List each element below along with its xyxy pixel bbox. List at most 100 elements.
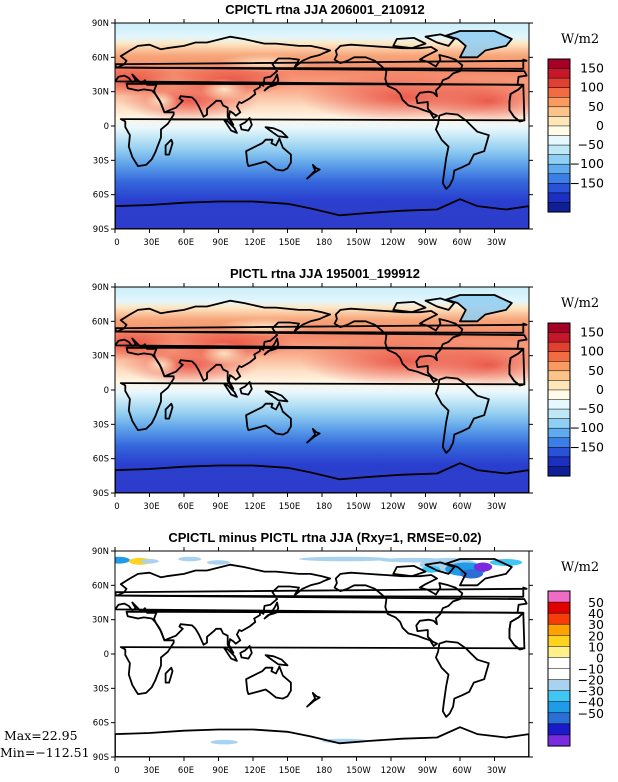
coastline-namerica: [333, 307, 464, 383]
coastline-arctic1: [392, 37, 427, 50]
coastline-madagascar: [164, 402, 174, 420]
plateau-highlight: [144, 355, 178, 374]
difference-patch: [207, 560, 230, 565]
units-label: W/m2: [561, 32, 599, 47]
lon-tick-label: 150W: [346, 502, 371, 512]
coastline-arctic1: [392, 301, 427, 314]
colorbar-label: −50: [578, 401, 604, 416]
map-title: CPICTL rtna JJA 206001_210912: [225, 2, 424, 17]
map-panel-3: CPICTL minus PICTL rtna JJA (Rxy=1, RMSE…: [0, 530, 604, 776]
coastline-africa: [119, 82, 526, 167]
colorbar-swatch: [547, 332, 571, 343]
colorbar-swatch: [547, 135, 571, 146]
lat-tick-label: 0: [104, 650, 109, 660]
map-panel-2: PICTL rtna JJA 195001_199912 90N 60N 30N 0 30…: [92, 266, 604, 512]
lon-tick-label: 30E: [143, 766, 159, 776]
colorbar-swatch: [547, 58, 571, 70]
colorbar-label: 20: [588, 628, 604, 643]
colorbar-label: 10: [588, 639, 604, 654]
coastline-newzealand: [306, 428, 321, 444]
colorbar-swatch: [547, 106, 571, 117]
lon-tick-label: 150E: [279, 238, 301, 248]
lon-tick-label: 90E: [212, 766, 228, 776]
colorbar-swatch: [547, 341, 571, 353]
lon-tick-label: 180: [316, 238, 332, 248]
map-title: PICTL rtna JJA 195001_199912: [230, 266, 420, 281]
lat-tick-label: 90N: [92, 547, 109, 557]
colorbar-label: −10: [578, 662, 604, 677]
colorbar-swatch: [547, 701, 571, 714]
lon-tick-label: 60E: [178, 766, 194, 776]
colorbar-label: 150: [580, 325, 604, 340]
lon-tick-label: 0: [114, 766, 119, 776]
lon-tick-label: 60E: [178, 502, 194, 512]
colorbar-swatch: [547, 646, 571, 658]
lon-tick-label: 30W: [487, 502, 507, 512]
colorbar-label: −150: [570, 439, 604, 454]
difference-patch: [422, 565, 441, 573]
coastline-newguinea: [264, 390, 289, 403]
coastline-borneo: [239, 117, 253, 132]
coastline-samerica: [435, 376, 490, 454]
coastline-australia: [245, 665, 292, 700]
lon-tick-label: 0: [114, 238, 119, 248]
colorbar-swatch: [547, 173, 571, 184]
coastline-namerica: [333, 571, 464, 647]
coastline-arctic1: [392, 565, 427, 578]
coastline-samerica: [435, 640, 490, 718]
coastline-borneo: [239, 381, 253, 396]
lon-tick-label: 60W: [452, 502, 472, 512]
coastline-australia: [245, 401, 292, 436]
lon-tick-label: 60E: [178, 238, 194, 248]
lon-tick-label: 120W: [381, 766, 406, 776]
lat-tick-label: 30S: [93, 156, 109, 166]
coastline-africa: [119, 610, 526, 695]
colorbar-label: 100: [580, 80, 604, 95]
coastline-madagascar: [164, 666, 174, 684]
coastline-samerica: [435, 112, 490, 190]
units-label: W/m2: [561, 560, 599, 575]
colorbar-swatch: [547, 163, 571, 175]
map-title: CPICTL minus PICTL rtna JJA (Rxy=1, RMSE…: [168, 530, 481, 545]
colorbar-swatch: [547, 690, 571, 703]
colorbar-label: 50: [588, 595, 604, 610]
coastline-sumatra: [223, 383, 238, 398]
antarctic-fill: [115, 208, 529, 229]
colorbar-swatch: [547, 183, 571, 194]
lon-tick-label: 60W: [452, 766, 472, 776]
coastline-newzealand: [306, 164, 321, 180]
colorbar-label: −40: [578, 695, 604, 710]
colorbar-label: 50: [588, 99, 604, 114]
antarctic-fill: [115, 472, 529, 493]
coastline-namerica: [333, 43, 464, 119]
colorbar-label: 150: [580, 61, 604, 76]
lon-tick-label: 90W: [418, 502, 438, 512]
coastline-antarctica: [115, 198, 529, 229]
plateau-highlight: [144, 91, 178, 110]
lon-tick-label: 150W: [346, 238, 371, 248]
colorbar-swatch: [547, 427, 571, 439]
difference-patch: [460, 569, 483, 579]
colorbar-frame: [547, 590, 571, 747]
difference-patch: [473, 562, 493, 572]
colorbar-swatch: [547, 87, 571, 98]
lat-tick-label: 90N: [92, 283, 109, 293]
coastline-antarctica: [115, 462, 529, 493]
coastline-eurasia: [115, 35, 528, 126]
colorbar-label: −100: [570, 156, 604, 171]
lon-tick-label: 30W: [487, 766, 507, 776]
lon-tick-label: 120W: [381, 238, 406, 248]
lon-tick-label: 30E: [143, 238, 159, 248]
colorbar-label: 0: [596, 382, 604, 397]
lon-tick-label: 120E: [244, 766, 266, 776]
lon-tick-label: 30W: [487, 238, 507, 248]
colorbar-swatch: [547, 399, 571, 410]
difference-patch: [140, 559, 159, 564]
colorbar-label: −50: [578, 706, 604, 721]
lat-tick-label: 30N: [92, 352, 109, 362]
colorbar-swatch: [547, 154, 571, 165]
max-label: Max=22.95: [4, 728, 78, 743]
lat-tick-label: 30N: [92, 616, 109, 626]
colorbar-swatch: [547, 77, 571, 89]
coastline-arctic2: [424, 561, 456, 575]
